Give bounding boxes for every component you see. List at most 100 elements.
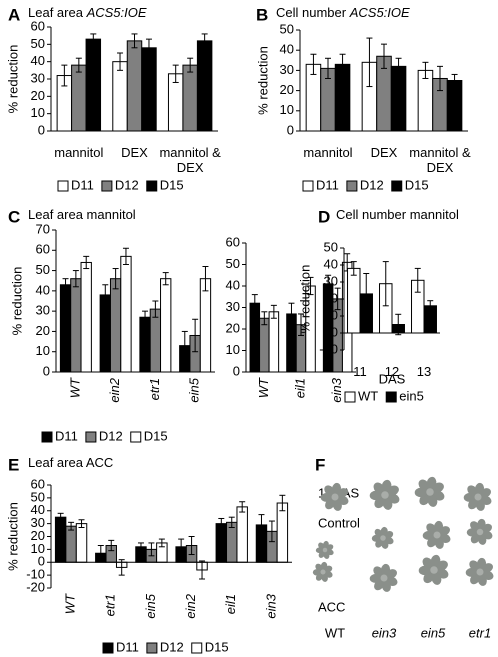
y-tick-label: 40 <box>280 42 294 57</box>
error-bar <box>137 542 144 552</box>
chart-title: Leaf area mannitol <box>28 207 136 222</box>
leaf <box>469 560 480 572</box>
row-label: Control <box>318 515 360 530</box>
rosette-center <box>430 566 438 574</box>
legend-label: D11 <box>116 639 139 654</box>
error-bar <box>268 520 275 543</box>
error-bar <box>437 65 443 92</box>
chart-title: Cell number ACS5:IOE <box>276 5 410 20</box>
legend-swatch <box>146 180 158 192</box>
title-text: Leaf area ACC <box>28 455 113 470</box>
bar <box>196 40 213 132</box>
bar <box>149 308 162 373</box>
error-bar <box>325 274 332 293</box>
bar <box>446 80 463 132</box>
error-bar <box>298 313 304 336</box>
col-label: ein3 <box>372 625 397 640</box>
error-bar <box>61 64 68 87</box>
rosette-center <box>381 491 389 499</box>
legend-label: D12 <box>360 177 384 192</box>
legend-swatch <box>146 642 158 654</box>
y-tick-label: 20 <box>280 82 294 97</box>
bar <box>80 261 92 373</box>
leaf <box>431 482 444 493</box>
error-bar <box>187 57 194 73</box>
bar <box>226 521 238 563</box>
x-tick-label: DEX <box>370 145 398 160</box>
x-tick-label: ein3 <box>329 377 344 402</box>
y-tick-label: 20 <box>36 323 50 338</box>
error-bar <box>270 304 277 319</box>
x-axis-label: DAS <box>379 371 406 386</box>
bar <box>54 516 67 563</box>
x-tick-label: mannitol <box>54 145 104 160</box>
y-tick-label: 30 <box>36 303 50 318</box>
bar <box>417 69 434 132</box>
bar <box>139 316 151 373</box>
bar <box>85 38 102 132</box>
error-bar <box>158 538 165 548</box>
leaf <box>426 523 437 535</box>
bar <box>268 311 280 373</box>
leaf <box>467 485 478 497</box>
legend-swatch <box>385 391 397 403</box>
x-tick-label: ein2 <box>183 593 198 618</box>
error-bar <box>414 267 421 293</box>
legend-swatch <box>101 180 113 192</box>
leaf <box>315 563 323 572</box>
rosette-center <box>426 488 434 496</box>
rosette-center <box>476 568 484 576</box>
x-tick-label-box: mannitol <box>54 145 104 160</box>
leaf <box>386 485 399 496</box>
bar <box>99 294 111 373</box>
y-axis-label: % reduction <box>9 267 24 336</box>
bar <box>70 278 82 373</box>
x-tick-label: mannitol & DEX <box>409 145 471 175</box>
bar <box>75 523 88 563</box>
x-tick-label-box: DEX <box>370 145 398 160</box>
y-tick-label: 0 <box>233 363 240 378</box>
error-bar <box>382 261 389 307</box>
error-bar <box>57 512 64 522</box>
y-tick-label: 40 <box>31 53 45 68</box>
legend-label: D15 <box>144 428 168 443</box>
x-tick-label: etr1 <box>103 594 118 616</box>
error-bar <box>199 560 206 580</box>
x-tick-label-box: mannitol <box>303 145 352 160</box>
x-tick-label-box: 12 <box>385 364 399 379</box>
y-tick-label: 50 <box>31 489 45 504</box>
legend-label: D12 <box>160 639 184 654</box>
error-bar <box>451 73 458 88</box>
error-bar <box>218 517 225 530</box>
error-bar <box>117 52 124 71</box>
bar <box>71 64 87 132</box>
legend-label: D15 <box>160 177 184 192</box>
y-tick-label: 10 <box>226 342 240 357</box>
legend-label: D15 <box>405 177 429 192</box>
bar <box>65 525 77 563</box>
y-tick-label: 10 <box>324 307 338 322</box>
leaf <box>418 479 430 491</box>
error-bar <box>178 538 185 556</box>
leaf <box>324 565 333 573</box>
leaf <box>479 488 491 498</box>
chart-title: Leaf area ACC <box>28 455 113 470</box>
y-tick-label: -20 <box>26 579 45 594</box>
error-bar <box>78 519 85 528</box>
rosette-center <box>380 535 386 541</box>
error-bar <box>325 57 331 79</box>
error-bar <box>102 284 109 306</box>
bar <box>276 502 289 563</box>
error-bar <box>152 300 159 318</box>
col-label: etr1 <box>469 625 491 640</box>
leaf <box>435 560 448 571</box>
leaf <box>326 544 334 551</box>
panel-label: E <box>8 455 19 474</box>
legend-swatch <box>191 642 203 654</box>
bar <box>141 47 157 132</box>
error-bar <box>339 53 346 75</box>
rosette-center <box>476 528 484 536</box>
y-tick-label: 50 <box>36 262 50 277</box>
x-tick-label: eil1 <box>223 594 238 614</box>
x-tick-label: ein3 <box>263 593 278 618</box>
